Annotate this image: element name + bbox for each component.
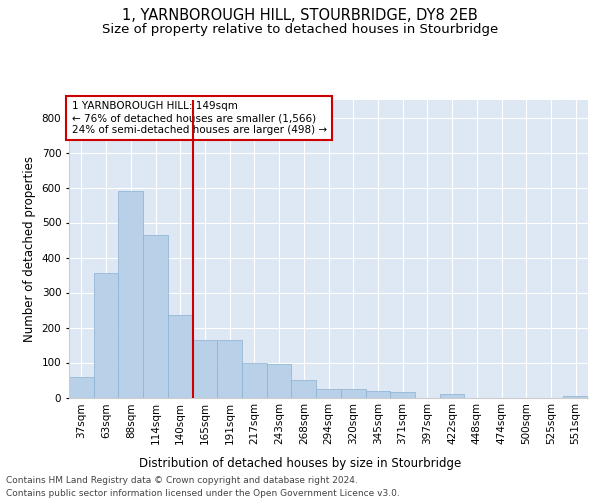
Text: Contains HM Land Registry data © Crown copyright and database right 2024.: Contains HM Land Registry data © Crown c…: [6, 476, 358, 485]
Bar: [242, 362, 267, 398]
Bar: [563, 396, 588, 398]
Bar: [168, 316, 193, 398]
Bar: [193, 340, 217, 398]
Bar: [118, 191, 143, 398]
Bar: [94, 273, 118, 398]
Text: 1 YARNBOROUGH HILL: 149sqm
← 76% of detached houses are smaller (1,566)
24% of s: 1 YARNBOROUGH HILL: 149sqm ← 76% of deta…: [71, 102, 327, 134]
Y-axis label: Number of detached properties: Number of detached properties: [23, 156, 36, 342]
Bar: [341, 389, 365, 398]
Bar: [292, 380, 316, 398]
Bar: [69, 376, 94, 398]
Text: Distribution of detached houses by size in Stourbridge: Distribution of detached houses by size …: [139, 458, 461, 470]
Text: Size of property relative to detached houses in Stourbridge: Size of property relative to detached ho…: [102, 22, 498, 36]
Text: Contains public sector information licensed under the Open Government Licence v3: Contains public sector information licen…: [6, 489, 400, 498]
Bar: [390, 392, 415, 398]
Bar: [365, 390, 390, 398]
Bar: [217, 340, 242, 398]
Bar: [267, 364, 292, 398]
Text: 1, YARNBOROUGH HILL, STOURBRIDGE, DY8 2EB: 1, YARNBOROUGH HILL, STOURBRIDGE, DY8 2E…: [122, 8, 478, 22]
Bar: [440, 394, 464, 398]
Bar: [143, 235, 168, 398]
Bar: [316, 389, 341, 398]
